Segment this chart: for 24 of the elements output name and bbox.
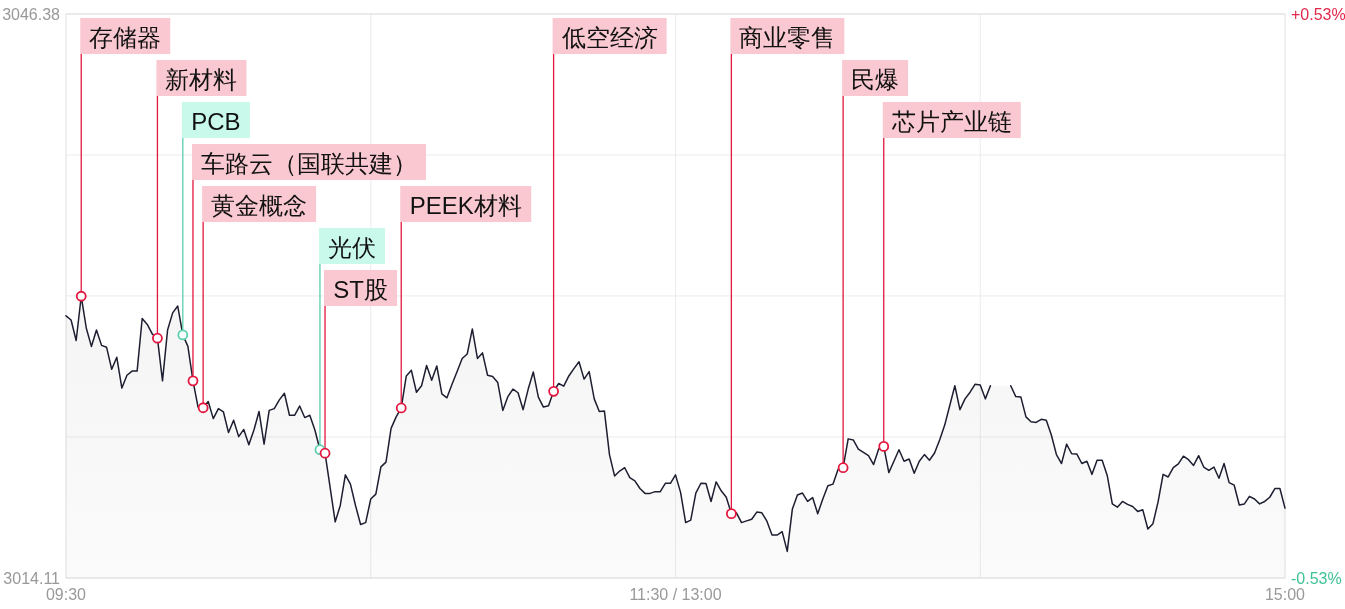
data-label: 黄金概念 (211, 191, 308, 219)
y2-tick-label: +0.53% (1291, 5, 1345, 23)
x-tick-label: 09:30 (45, 586, 87, 603)
data-label: 低空经济 (561, 23, 658, 51)
data-label: 芯片产业链 (890, 107, 1012, 135)
value-label: PEEK材料 (400, 186, 532, 409)
value-label: 黄金概念 (202, 186, 317, 409)
value-label: 商业零售 (730, 18, 845, 515)
value-label: ST股 (324, 270, 398, 454)
data-label: ST股 (333, 275, 388, 303)
data-label: 光伏 (327, 233, 376, 261)
value-label: 芯片产业链 (882, 102, 1021, 448)
y2-tick-label: -0.53% (1291, 569, 1342, 587)
data-label: 商业零售 (739, 23, 836, 51)
y-tick-label: 3046.38 (2, 5, 61, 23)
data-label: 存储器 (89, 23, 162, 51)
data-label: PEEK材料 (409, 191, 522, 219)
data-label: PCB (191, 107, 241, 135)
data-label: 民爆 (851, 65, 900, 93)
data-label: 车路云（国联共建） (200, 149, 417, 177)
value-label: 低空经济 (552, 18, 667, 392)
x-tick-label: 15:00 (1264, 586, 1306, 603)
y-tick-label: 3014.11 (3, 569, 61, 587)
x-tick-label: 11:30 / 13:00 (629, 586, 722, 603)
